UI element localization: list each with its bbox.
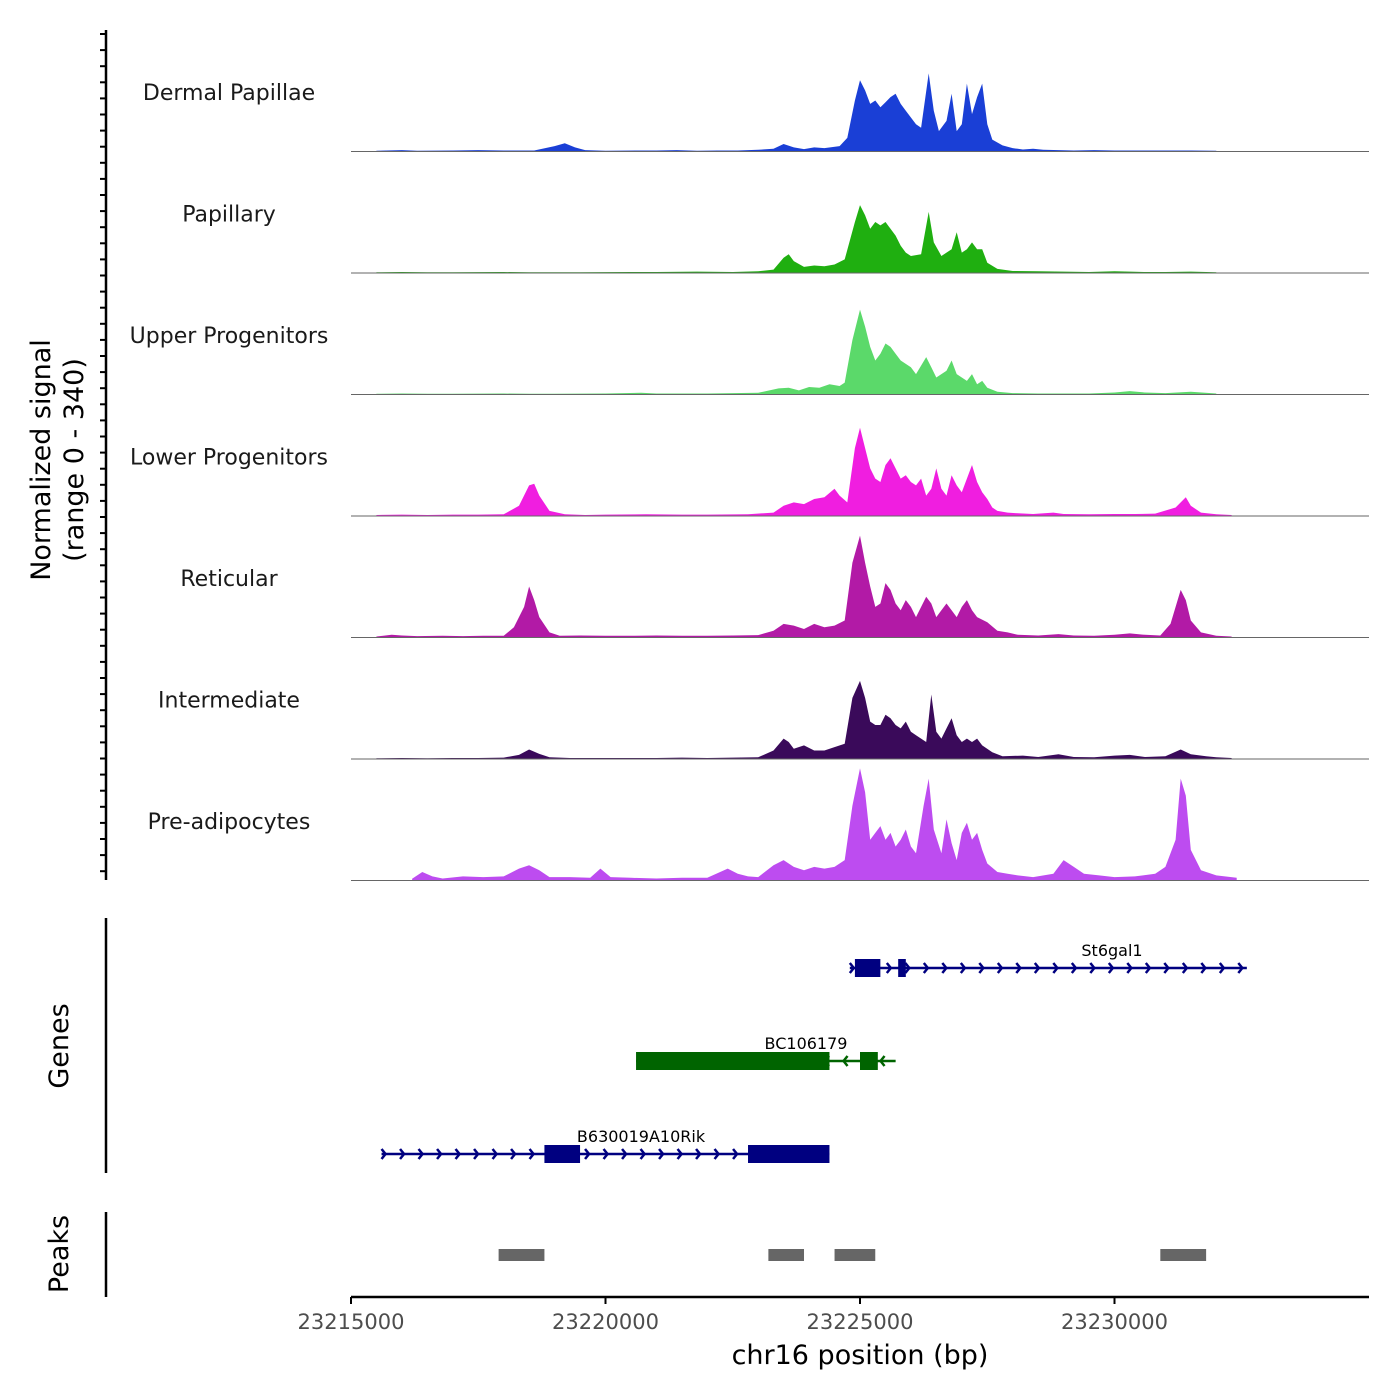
gene-exon xyxy=(636,1052,830,1070)
gene-b630019a10rik: B630019A10Rik xyxy=(380,1127,830,1163)
track-lower-progenitors: Lower Progenitors xyxy=(130,427,1369,517)
strand-chevron xyxy=(380,1148,388,1160)
x-tick-label: 23225000 xyxy=(807,1310,914,1334)
gene-label-b630019a10rik: B630019A10Rik xyxy=(577,1127,706,1146)
strand-chevron xyxy=(436,1148,443,1160)
peak-region xyxy=(834,1249,876,1261)
strand-chevron xyxy=(1015,962,1022,974)
strand-chevron xyxy=(1200,962,1207,974)
track-reticular: Reticular xyxy=(180,535,1369,638)
gene-exon xyxy=(748,1145,830,1163)
strand-chevron xyxy=(841,1055,849,1067)
strand-chevron xyxy=(639,1148,647,1160)
strand-chevron xyxy=(621,1148,628,1160)
x-axis-ticks: 23215000 23220000 23225000 23230000 xyxy=(298,1297,1168,1334)
strand-chevron xyxy=(491,1148,499,1160)
strand-chevron xyxy=(676,1148,684,1160)
strand-chevron xyxy=(941,962,948,974)
gene-exon xyxy=(898,959,906,977)
gene-bc106179: BC106179 xyxy=(636,1034,896,1070)
strand-chevron xyxy=(1126,962,1133,974)
peak-regions xyxy=(498,1249,1207,1261)
strand-chevron xyxy=(1144,962,1152,974)
strand-chevron xyxy=(473,1148,480,1160)
signal-tracks: Dermal Papillae Papillary Upper Progenitor… xyxy=(130,73,1369,881)
x-tick-label: 23230000 xyxy=(1061,1310,1168,1334)
gene-exon xyxy=(854,959,881,977)
strand-chevron xyxy=(878,1055,886,1067)
strand-chevron xyxy=(695,1148,702,1160)
strand-chevron xyxy=(1070,962,1078,974)
strand-chevron xyxy=(454,1148,462,1160)
strand-chevron xyxy=(1033,962,1041,974)
gene-exon xyxy=(544,1145,581,1163)
signal-y-axis-title: Normalized signal xyxy=(26,339,57,581)
track-label-papillary: Papillary xyxy=(182,203,276,228)
strand-chevron xyxy=(602,1148,610,1160)
strand-chevron xyxy=(713,1148,721,1160)
strand-chevron xyxy=(1218,962,1226,974)
track-label-intermediate: Intermediate xyxy=(158,689,300,714)
strand-chevron xyxy=(959,962,967,974)
peaks-axis-title: Peaks xyxy=(44,1215,75,1293)
strand-chevron xyxy=(1052,962,1059,974)
peak-region xyxy=(768,1249,805,1261)
strand-chevron xyxy=(1237,962,1244,974)
strand-chevron xyxy=(1163,962,1170,974)
peak-region xyxy=(1160,1249,1207,1261)
track-label-lower-progenitors: Lower Progenitors xyxy=(130,446,328,471)
strand-chevron xyxy=(584,1148,591,1160)
gene-label-st6gal1: St6gal1 xyxy=(1081,941,1142,960)
strand-chevron xyxy=(1089,962,1096,974)
x-tick-label: 23215000 xyxy=(298,1310,405,1334)
x-tick-label: 23220000 xyxy=(552,1310,659,1334)
strand-chevron xyxy=(528,1148,536,1160)
track-dermal-papillae: Dermal Papillae xyxy=(143,73,1369,152)
strand-chevron xyxy=(658,1148,665,1160)
gene-exon xyxy=(860,1052,878,1070)
strand-chevron xyxy=(732,1148,739,1160)
track-intermediate: Intermediate xyxy=(158,680,1369,760)
track-label-dermal-papillae: Dermal Papillae xyxy=(143,81,315,106)
strand-chevron xyxy=(1107,962,1115,974)
track-upper-progenitors: Upper Progenitors xyxy=(130,309,1369,395)
gene-models: St6gal1 BC106179 B630019A10Rik xyxy=(380,941,1247,1163)
strand-chevron xyxy=(1181,962,1189,974)
track-pre-adipocytes: Pre-adipocytes xyxy=(148,768,1369,881)
strand-chevron xyxy=(904,962,911,974)
signal-y-axis-subtitle: (range 0 - 340) xyxy=(59,358,90,562)
strand-chevron xyxy=(399,1148,406,1160)
strand-chevron xyxy=(417,1148,425,1160)
strand-chevron xyxy=(848,962,856,974)
peak-region xyxy=(498,1249,545,1261)
gene-label-bc106179: BC106179 xyxy=(765,1034,848,1053)
strand-chevron xyxy=(885,962,893,974)
genes-axis-title: Genes xyxy=(44,1003,75,1088)
signal-y-axis-ticks xyxy=(100,33,106,873)
gene-st6gal1: St6gal1 xyxy=(848,941,1247,977)
strand-chevron xyxy=(996,962,1004,974)
track-label-pre-adipocytes: Pre-adipocytes xyxy=(148,810,311,835)
strand-chevron xyxy=(978,962,985,974)
track-label-reticular: Reticular xyxy=(180,567,278,592)
strand-chevron xyxy=(922,962,930,974)
track-label-upper-progenitors: Upper Progenitors xyxy=(130,324,329,349)
track-papillary: Papillary xyxy=(182,203,1369,274)
strand-chevron xyxy=(510,1148,517,1160)
x-axis-title: chr16 position (bp) xyxy=(732,1340,989,1371)
